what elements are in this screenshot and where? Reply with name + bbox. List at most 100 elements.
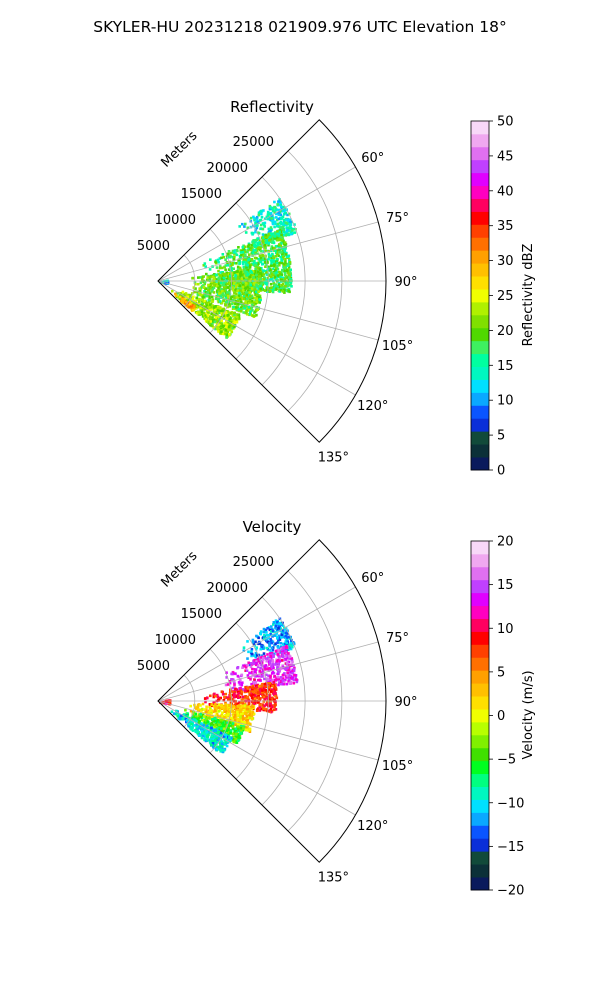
radar-gate bbox=[211, 723, 214, 727]
radar-gate bbox=[281, 248, 285, 251]
radar-gate bbox=[275, 266, 278, 270]
radial-tick-label: 25000 bbox=[233, 135, 274, 150]
radar-gate bbox=[267, 669, 271, 672]
radar-gate bbox=[283, 272, 287, 275]
radar-gate bbox=[269, 655, 272, 658]
radar-gate bbox=[267, 242, 271, 245]
radar-gate bbox=[278, 638, 282, 641]
radar-gate bbox=[241, 702, 245, 705]
radar-gate bbox=[269, 702, 272, 706]
radar-gate bbox=[248, 716, 252, 720]
radar-gate bbox=[196, 705, 200, 709]
radar-gate bbox=[280, 205, 283, 209]
radar-gate bbox=[262, 652, 266, 655]
radar-gate bbox=[194, 287, 197, 290]
radar-gate bbox=[243, 284, 247, 288]
radar-gate bbox=[175, 709, 178, 713]
radar-gate bbox=[194, 290, 198, 294]
radar-gate bbox=[240, 717, 244, 720]
colorbar-swatch bbox=[471, 838, 489, 852]
radar-gate bbox=[247, 243, 251, 247]
radar-gate bbox=[223, 723, 227, 726]
colorbar-swatch bbox=[471, 760, 489, 775]
radar-gate bbox=[225, 322, 229, 326]
radar-gate bbox=[266, 210, 270, 214]
radar-gate bbox=[270, 630, 273, 633]
radar-gate bbox=[227, 708, 231, 712]
radar-gate bbox=[287, 643, 291, 646]
radar-gate bbox=[252, 702, 256, 706]
radar-gate bbox=[200, 730, 204, 733]
radar-gate bbox=[231, 261, 234, 265]
radar-gate bbox=[231, 249, 235, 253]
radar-gate bbox=[254, 222, 257, 225]
radar-gate bbox=[247, 650, 250, 654]
radar-gate bbox=[255, 662, 258, 665]
radar-gate bbox=[222, 299, 225, 303]
radar-gate bbox=[199, 728, 203, 731]
radar-gate bbox=[214, 273, 218, 277]
radar-gate bbox=[229, 738, 232, 742]
radar-gate bbox=[274, 619, 278, 622]
radar-gate bbox=[219, 720, 223, 724]
colorbar-swatch bbox=[471, 418, 489, 432]
radar-gate bbox=[283, 288, 286, 292]
radar-gate bbox=[213, 743, 217, 747]
radial-tick-label: 15000 bbox=[181, 187, 222, 202]
radar-gate bbox=[271, 634, 275, 637]
radar-gate bbox=[244, 669, 247, 672]
radar-gate bbox=[268, 230, 271, 233]
radar-gate bbox=[289, 680, 293, 684]
radar-gate bbox=[168, 701, 171, 705]
radar-gate bbox=[242, 258, 245, 261]
radar-gate bbox=[291, 671, 294, 675]
radar-gate bbox=[232, 288, 235, 292]
colorbar-swatch bbox=[471, 592, 489, 607]
radar-gate bbox=[271, 662, 275, 666]
radar-gate bbox=[266, 665, 269, 669]
radar-gate bbox=[221, 277, 224, 281]
radar-gate bbox=[205, 696, 209, 700]
radar-gate bbox=[185, 715, 188, 718]
radar-gate bbox=[293, 673, 296, 677]
radar-gate bbox=[203, 708, 206, 711]
radar-gate bbox=[226, 293, 230, 296]
radar-gate bbox=[212, 277, 216, 280]
radar-gate bbox=[287, 254, 291, 258]
radar-gate bbox=[209, 320, 212, 323]
radar-gate bbox=[282, 262, 285, 266]
radar-gate bbox=[258, 248, 262, 251]
radar-gate bbox=[259, 223, 263, 227]
radar-gate bbox=[249, 662, 253, 665]
radar-gate bbox=[285, 230, 289, 233]
radar-gate bbox=[278, 658, 282, 661]
radar-gate bbox=[259, 666, 262, 670]
radar-gate bbox=[254, 689, 257, 692]
radar-gate bbox=[257, 275, 261, 278]
radar-gate bbox=[271, 254, 274, 258]
radar-gate bbox=[246, 264, 249, 267]
radar-gate bbox=[231, 286, 234, 289]
radar-gate bbox=[284, 650, 287, 653]
radar-gate bbox=[276, 274, 280, 277]
radar-gate bbox=[226, 713, 230, 717]
radar-gate bbox=[209, 739, 212, 742]
radar-gate bbox=[266, 657, 270, 660]
radar-gate bbox=[242, 646, 246, 649]
radar-gate bbox=[269, 247, 273, 251]
radar-gate bbox=[262, 236, 265, 240]
radar-gate bbox=[281, 654, 284, 658]
radar-gate bbox=[276, 653, 280, 656]
radar-gate bbox=[270, 652, 274, 655]
radar-gate bbox=[266, 627, 269, 630]
radar-gate bbox=[272, 655, 275, 658]
radar-gate bbox=[257, 286, 260, 290]
radar-gate bbox=[250, 303, 254, 306]
radar-gate bbox=[252, 662, 255, 666]
radar-gate bbox=[200, 710, 203, 714]
radar-gate bbox=[272, 693, 276, 696]
radar-gate bbox=[279, 220, 283, 224]
radar-gate bbox=[262, 708, 266, 712]
radar-gate bbox=[249, 676, 253, 679]
radar-gate bbox=[218, 741, 222, 745]
